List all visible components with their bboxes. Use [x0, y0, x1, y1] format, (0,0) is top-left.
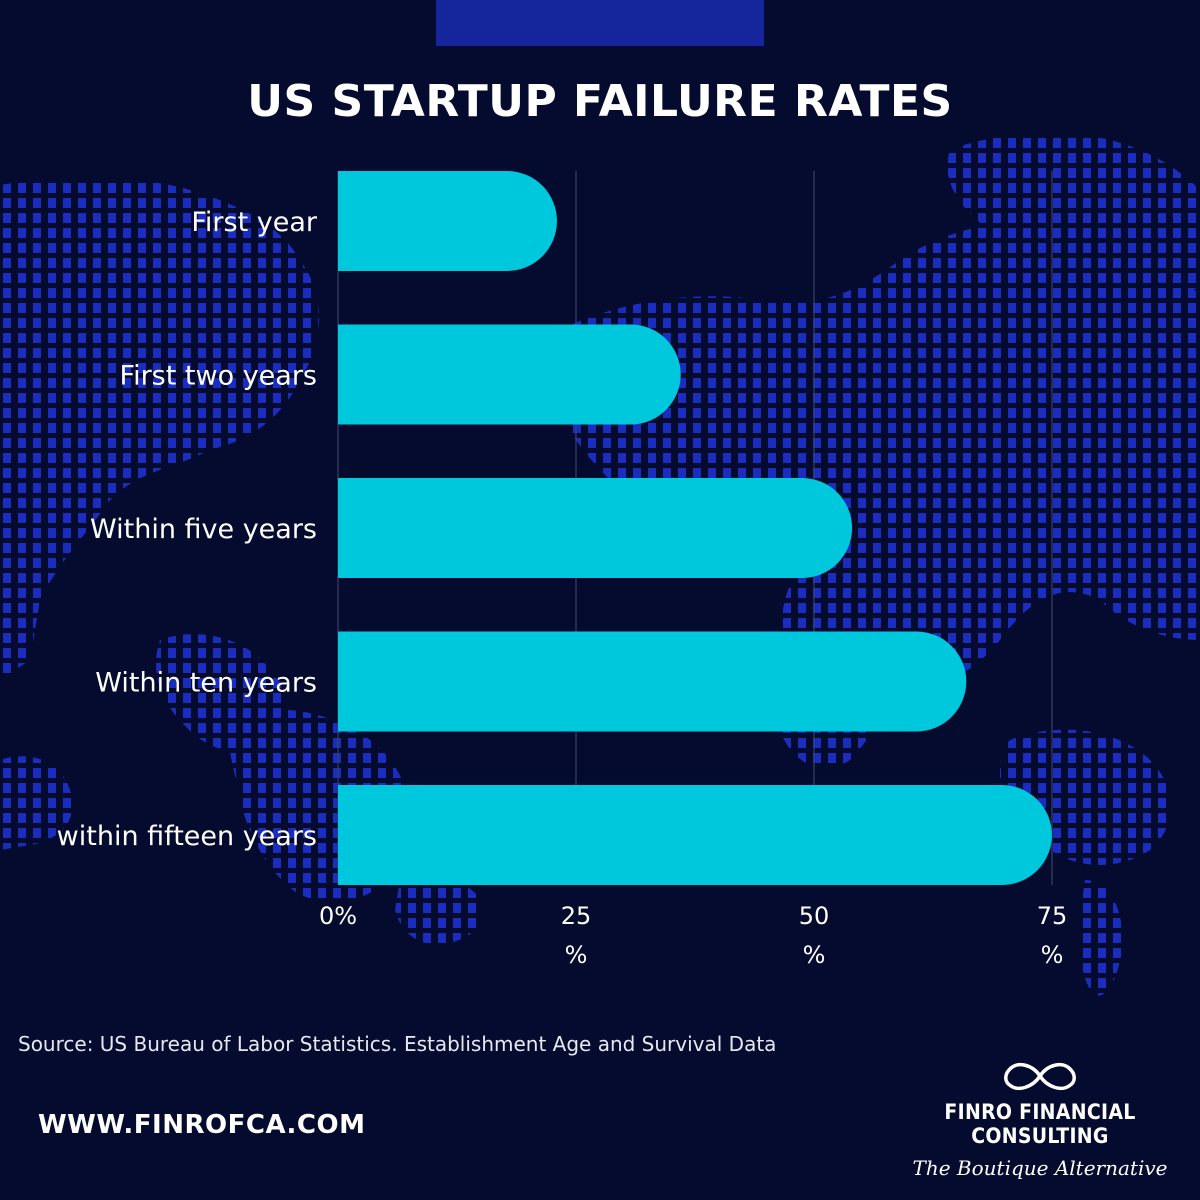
- bar: [338, 785, 1052, 885]
- category-label: Within five years: [90, 514, 317, 545]
- infinity-icon: [1004, 1062, 1076, 1090]
- bar: [338, 478, 853, 578]
- chart-title: US STARTUP FAILURE RATES: [247, 76, 953, 127]
- tick-label-unit: %: [803, 941, 826, 969]
- bar: [338, 631, 967, 732]
- bar: [338, 171, 557, 271]
- bar: [338, 324, 681, 425]
- bar-chart: First year First two years Within five yea…: [57, 171, 1067, 969]
- tick-label: 50: [799, 902, 830, 930]
- category-labels: First year First two years Within five yea…: [57, 207, 318, 852]
- category-label: Within ten years: [95, 668, 317, 699]
- tick-label: 25: [561, 902, 592, 930]
- top-accent-bar: [436, 0, 764, 46]
- tick-label-unit: %: [565, 941, 588, 969]
- tick-label: 75: [1037, 902, 1068, 930]
- source-note: Source: US Bureau of Labor Statistics. E…: [18, 1032, 777, 1056]
- tick-label: 0%: [319, 902, 357, 930]
- tick-label-unit: %: [1041, 941, 1064, 969]
- bars: [338, 171, 1052, 885]
- x-axis-ticks: 0% 25% 50% 75%: [319, 902, 1067, 969]
- brand-block: FINRO FINANCIAL CONSULTING The Boutique …: [880, 1058, 1200, 1180]
- website-url[interactable]: WWW.FINROFCA.COM: [38, 1110, 366, 1140]
- category-label: First year: [191, 207, 318, 238]
- category-label: First two years: [120, 361, 317, 392]
- category-label: within fifteen years: [57, 821, 317, 852]
- brand-tagline: The Boutique Alternative: [912, 1156, 1168, 1180]
- brand-name: FINRO FINANCIAL CONSULTING: [944, 1100, 1136, 1148]
